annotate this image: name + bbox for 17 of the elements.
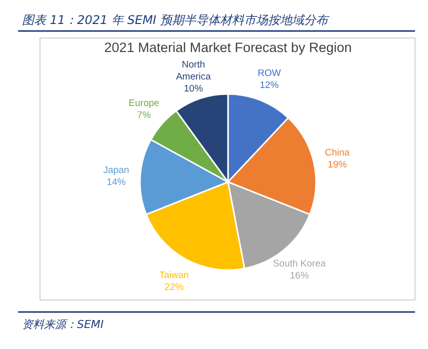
data-label: 19%: [328, 160, 348, 171]
slice-label: North America: [176, 59, 212, 82]
slice-label: ROW: [258, 68, 281, 79]
data-label: 22%: [164, 282, 184, 294]
slice-label: Europe: [128, 98, 160, 109]
data-label: 12%: [260, 80, 280, 91]
data-label: 7%: [137, 110, 152, 121]
text: 资料来源：SEMI: [22, 318, 104, 331]
data-label: 10%: [184, 83, 204, 94]
chart-title: 图表 11：2021 年 SEMI 预期半导体材料市场按地域分布: [22, 13, 330, 27]
data-label: 14%: [106, 176, 126, 188]
data-label: 16%: [290, 270, 310, 282]
slice-label: China: [324, 148, 350, 159]
chart-subtitle: 2021 Material Market Forecast by Region: [104, 40, 352, 55]
slice-label: Japan: [103, 164, 130, 176]
slice-label: Taiwan: [159, 270, 189, 282]
slice-label: South Korea: [272, 258, 327, 270]
